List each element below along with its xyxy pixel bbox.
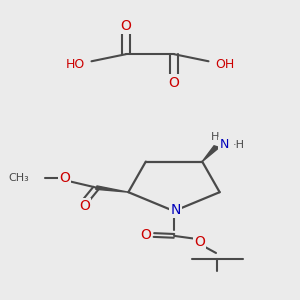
Text: O: O bbox=[140, 228, 151, 242]
Text: N: N bbox=[170, 203, 181, 217]
Text: ·H: ·H bbox=[233, 140, 245, 150]
Text: CH₃: CH₃ bbox=[8, 173, 29, 183]
Polygon shape bbox=[202, 146, 219, 162]
Text: O: O bbox=[121, 19, 131, 33]
Text: O: O bbox=[169, 76, 179, 90]
Text: O: O bbox=[194, 235, 205, 249]
Text: O: O bbox=[59, 171, 70, 185]
Text: O: O bbox=[79, 200, 90, 213]
Text: OH: OH bbox=[215, 58, 235, 71]
Text: N: N bbox=[220, 138, 229, 152]
Text: HO: HO bbox=[65, 58, 85, 71]
Text: H: H bbox=[211, 132, 219, 142]
Polygon shape bbox=[96, 186, 128, 192]
